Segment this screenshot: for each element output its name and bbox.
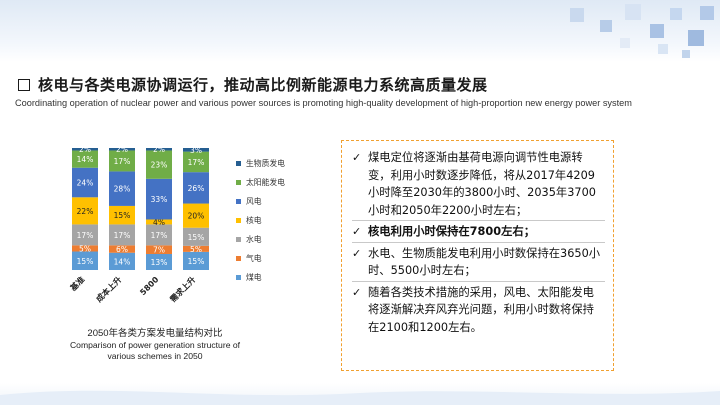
bar-segment	[72, 251, 98, 270]
category-label: 5800	[138, 275, 160, 297]
info-item: ✓ 随着各类技术措施的采用，风电、太阳能发电将逐渐解决弃风弃光问题，利用小时数将…	[352, 284, 605, 338]
legend-swatch	[236, 218, 241, 223]
category-label: 成本上升	[94, 274, 124, 304]
bar-segment	[109, 171, 135, 206]
bar-segment	[146, 224, 172, 246]
header-mosaic-decoration	[420, 0, 720, 62]
legend-label: 气电	[246, 253, 262, 263]
page-subtitle: Coordinating operation of nuclear power …	[15, 98, 632, 108]
legend-label: 水电	[246, 234, 262, 244]
bar-segment	[72, 224, 98, 246]
info-text: 水电、生物质能发电利用小时数保持在3650小时、5500小时左右；	[368, 246, 601, 278]
data-label: 14%	[77, 155, 94, 164]
data-label: 6%	[116, 245, 128, 254]
bar-segment	[146, 245, 172, 254]
info-text: 核电利用小时保持在7800左右；	[368, 225, 536, 238]
data-label: 26%	[188, 184, 205, 193]
title-row: 核电与各类电源协调运行，推动高比例新能源电力系统高质量发展	[18, 74, 488, 95]
category-label: 基准	[67, 274, 86, 293]
data-label: 28%	[114, 185, 131, 194]
bar-segment	[72, 245, 98, 252]
data-label: 33%	[151, 195, 168, 204]
stacked-bar-chart: 15%5%17%22%24%14%2%基准14%6%17%15%28%17%2%…	[67, 145, 285, 304]
bar-segment	[146, 148, 172, 151]
check-icon: ✓	[352, 151, 362, 164]
data-label: 3%	[190, 146, 202, 155]
data-label: 17%	[151, 231, 168, 240]
legend-label: 生物质发电	[246, 158, 285, 168]
legend-label: 煤电	[246, 272, 262, 282]
bar-segment	[183, 251, 209, 270]
bar-segment	[109, 148, 135, 151]
data-label: 24%	[77, 179, 94, 188]
data-label: 15%	[77, 257, 94, 266]
bar-segment	[183, 151, 209, 173]
data-label: 2%	[153, 145, 165, 154]
chart-caption-cn: 2050年各类方案发电量结构对比	[87, 328, 223, 339]
data-label: 15%	[188, 257, 205, 266]
legend-swatch	[236, 237, 241, 242]
bar-segment	[183, 203, 209, 228]
info-item: ✓ 水电、生物质能发电利用小时数保持在3650小时、5500小时左右；	[352, 245, 605, 282]
page-title: 核电与各类电源协调运行，推动高比例新能源电力系统高质量发展	[38, 76, 488, 94]
data-label: 14%	[114, 257, 131, 266]
data-label: 17%	[77, 231, 94, 240]
info-text: 煤电定位将逐渐由基荷电源向调节性电源转变，利用小时数逐步降低，将从2017年42…	[368, 151, 596, 217]
data-label: 13%	[151, 258, 168, 267]
bar-segment	[109, 224, 135, 246]
bar-segment	[183, 148, 209, 152]
data-label: 5%	[190, 245, 202, 254]
data-label: 5%	[79, 244, 91, 253]
bar-segment	[146, 150, 172, 179]
bar-segment	[146, 253, 172, 270]
data-label: 22%	[77, 207, 94, 216]
info-item: ✓ 核电利用小时保持在7800左右；	[352, 223, 605, 243]
bar-segment	[72, 150, 98, 168]
data-label: 4%	[153, 218, 165, 227]
chart-caption: 2050年各类方案发电量结构对比 Comparison of power gen…	[55, 328, 255, 362]
bar-segment	[146, 219, 172, 225]
data-label: 15%	[114, 211, 131, 220]
data-label: 2%	[79, 145, 91, 154]
bar-segment	[183, 245, 209, 252]
legend-swatch	[236, 256, 241, 261]
info-box: ✓ 煤电定位将逐渐由基荷电源向调节性电源转变，利用小时数逐步降低，将从2017年…	[341, 140, 614, 371]
chart-caption-en: Comparison of power generation structure…	[69, 340, 241, 361]
bar-segment	[72, 167, 98, 198]
bar-segment	[72, 197, 98, 225]
bar-segment	[183, 172, 209, 204]
info-text: 随着各类技术措施的采用，风电、太阳能发电将逐渐解决弃风弃光问题，利用小时数将保持…	[368, 285, 594, 334]
bar-segment	[183, 227, 209, 246]
data-label: 15%	[188, 233, 205, 242]
data-label: 23%	[151, 161, 168, 170]
legend-label: 风电	[246, 196, 262, 206]
data-label: 20%	[188, 212, 205, 221]
category-label: 需求上升	[168, 274, 198, 304]
legend-label: 太阳能发电	[246, 177, 285, 187]
data-label: 2%	[116, 145, 128, 154]
check-icon: ✓	[352, 225, 362, 238]
data-label: 7%	[153, 246, 165, 255]
data-label: 17%	[114, 231, 131, 240]
legend-label: 核电	[246, 215, 262, 225]
legend-swatch	[236, 199, 241, 204]
check-icon: ✓	[352, 285, 362, 299]
data-label: 17%	[114, 157, 131, 166]
bar-segment	[109, 245, 135, 253]
check-icon: ✓	[352, 246, 362, 260]
data-label: 17%	[188, 158, 205, 167]
title-bullet-box	[18, 78, 30, 91]
info-item: ✓ 煤电定位将逐渐由基荷电源向调节性电源转变，利用小时数逐步降低，将从2017年…	[352, 149, 605, 221]
footer-wave-decoration	[0, 390, 720, 405]
bar-segment	[72, 148, 98, 151]
bar-segment	[109, 150, 135, 172]
bar-segment	[109, 252, 135, 270]
bar-segment	[146, 178, 172, 220]
legend-swatch	[236, 275, 241, 280]
legend-swatch	[236, 180, 241, 185]
legend-swatch	[236, 161, 241, 166]
bar-segment	[109, 205, 135, 225]
